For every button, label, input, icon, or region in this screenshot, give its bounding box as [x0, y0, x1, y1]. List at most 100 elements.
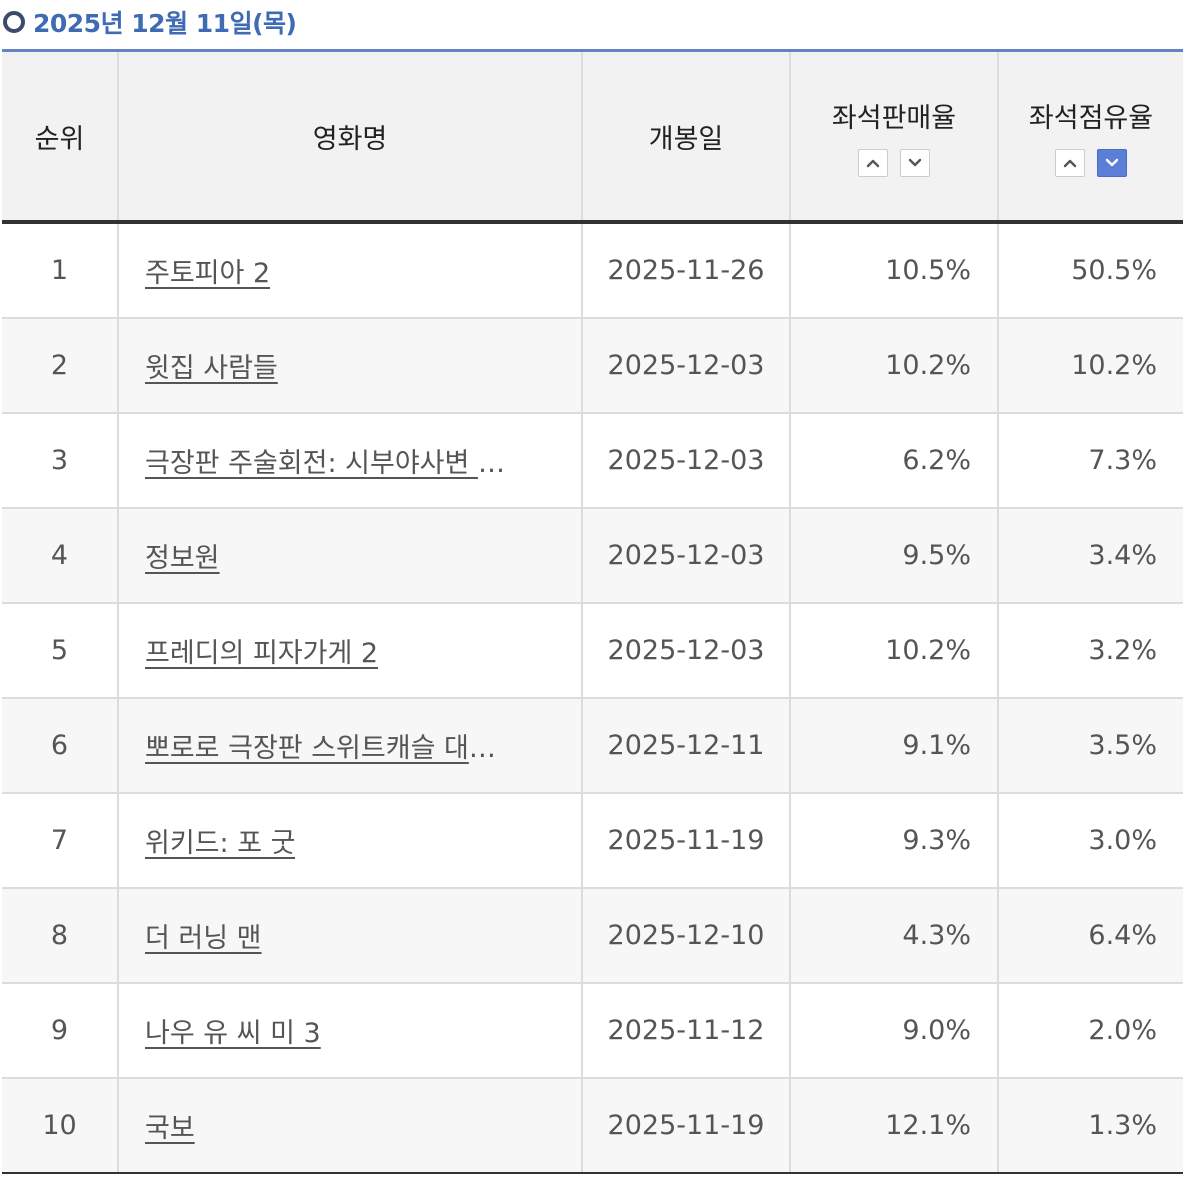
- date-title: 2025년 12월 11일(목): [33, 9, 297, 38]
- rank-cell-value: 3: [50, 445, 69, 476]
- rank-cell-value: 7: [50, 825, 69, 856]
- seat-share-cell-value: 2.0%: [1088, 1015, 1157, 1046]
- release-date-cell-value: 2025-12-03: [607, 635, 765, 666]
- seat-sales-cell-value: 9.5%: [902, 540, 971, 571]
- movie-title-link[interactable]: 국보: [145, 1113, 195, 1144]
- chevron-up-icon: [866, 159, 880, 167]
- seat-sales-cell: 9.5%: [789, 508, 998, 604]
- table-row: 4 정보원 2025-12-03 9.5% 3.4%: [2, 508, 1183, 604]
- chevron-down-icon: [908, 158, 922, 166]
- rank-cell: 7: [2, 793, 118, 889]
- table-row: 3 극장판 주술회전: 시부야사변 X… 2025-12-03 6.2% 7.3%: [2, 413, 1183, 509]
- movie-title-link[interactable]: 위키드: 포 굿: [145, 828, 296, 859]
- seat-share-cell: 50.5%: [997, 222, 1183, 319]
- col-header-title-label: 영화명: [312, 123, 388, 155]
- rank-cell-value: 8: [50, 920, 69, 951]
- seat-sales-cell: 9.3%: [789, 793, 998, 889]
- seat-sales-cell-value: 4.3%: [902, 920, 971, 951]
- col-header-release-label: 개봉일: [648, 123, 724, 155]
- table-row: 2 윗집 사람들 2025-12-03 10.2% 10.2%: [2, 318, 1183, 414]
- title-cell: 윗집 사람들: [117, 318, 582, 414]
- col-header-seat-sales-label: 좌석판매율: [831, 102, 957, 134]
- seat-share-cell: 6.4%: [997, 888, 1183, 984]
- movie-title-link[interactable]: 윗집 사람들: [145, 353, 278, 384]
- seat-share-sort-controls: [999, 148, 1183, 177]
- seat-sales-cell-value: 10.5%: [885, 255, 971, 286]
- table-top-border: [2, 49, 1183, 52]
- release-date-cell: 2025-11-19: [581, 793, 790, 889]
- rank-cell: 9: [2, 983, 118, 1079]
- boxoffice-table: 순위 영화명 개봉일 좌석판매율: [2, 52, 1183, 1174]
- seat-sales-cell: 10.2%: [789, 318, 998, 414]
- movie-title-link[interactable]: 프레디의 피자가게 2: [145, 638, 379, 669]
- col-header-title: 영화명: [117, 52, 582, 224]
- seat-sales-sort-desc-button[interactable]: [900, 148, 930, 177]
- seat-share-cell-value: 10.2%: [1071, 350, 1157, 381]
- col-header-rank-label: 순위: [34, 123, 85, 155]
- seat-sales-sort-asc-button[interactable]: [858, 148, 888, 177]
- title-cell: 위키드: 포 굿: [117, 793, 582, 889]
- release-date-cell-value: 2025-12-03: [607, 350, 765, 381]
- chevron-down-icon: [1105, 158, 1119, 166]
- title-cell: 국보: [117, 1078, 582, 1174]
- title-cell: 극장판 주술회전: 시부야사변 X…: [117, 413, 582, 509]
- table-row: 1 주토피아 2 2025-11-26 10.5% 50.5%: [2, 222, 1183, 319]
- rank-cell-value: 2: [50, 350, 69, 381]
- movie-title-link[interactable]: 극장판 주술회전: 시부야사변 X…: [145, 448, 515, 479]
- seat-share-cell: 3.4%: [997, 508, 1183, 604]
- rank-cell-value: 6: [50, 730, 69, 761]
- col-header-seat-sales: 좌석판매율: [789, 52, 998, 224]
- seat-share-cell-value: 3.5%: [1088, 730, 1157, 761]
- seat-sales-cell-value: 9.3%: [902, 825, 971, 856]
- rank-cell: 6: [2, 698, 118, 794]
- rank-cell-value: 9: [50, 1015, 69, 1046]
- seat-sales-cell-value: 12.1%: [885, 1110, 971, 1141]
- rank-cell: 10: [2, 1078, 118, 1174]
- release-date-cell-value: 2025-12-03: [607, 445, 765, 476]
- chevron-up-icon: [1063, 159, 1077, 167]
- seat-sales-cell: 9.1%: [789, 698, 998, 794]
- title-cell: 프레디의 피자가게 2: [117, 603, 582, 699]
- table-row: 10 국보 2025-11-19 12.1% 1.3%: [2, 1078, 1183, 1174]
- seat-sales-cell-value: 9.0%: [902, 1015, 971, 1046]
- table-header-row: 순위 영화명 개봉일 좌석판매율: [2, 52, 1183, 224]
- title-cell: 주토피아 2: [117, 222, 582, 319]
- seat-sales-cell-value: 9.1%: [902, 730, 971, 761]
- title-cell: 더 러닝 맨: [117, 888, 582, 984]
- release-date-cell-value: 2025-12-10: [607, 920, 765, 951]
- release-date-cell: 2025-12-03: [581, 413, 790, 509]
- seat-share-cell-value: 50.5%: [1071, 255, 1157, 286]
- seat-sales-sort-controls: [791, 148, 997, 177]
- rank-cell: 3: [2, 413, 118, 509]
- seat-sales-cell: 4.3%: [789, 888, 998, 984]
- seat-share-cell: 1.3%: [997, 1078, 1183, 1174]
- movie-title-link[interactable]: 나우 유 씨 미 3: [145, 1018, 321, 1049]
- col-header-seat-share-label: 좌석점유율: [1028, 102, 1154, 134]
- col-header-release: 개봉일: [581, 52, 790, 224]
- rank-cell: 1: [2, 222, 118, 319]
- movie-title-link[interactable]: 더 러닝 맨: [145, 923, 262, 954]
- release-date-cell-value: 2025-12-03: [607, 540, 765, 571]
- rank-cell-value: 1: [50, 255, 69, 286]
- date-header: 2025년 12월 11일(목): [0, 0, 1183, 44]
- seat-share-cell: 3.5%: [997, 698, 1183, 794]
- circle-bullet-icon: [3, 11, 25, 33]
- rank-cell-value: 5: [50, 635, 69, 666]
- release-date-cell: 2025-11-19: [581, 1078, 790, 1174]
- table-row: 9 나우 유 씨 미 3 2025-11-12 9.0% 2.0%: [2, 983, 1183, 1079]
- seat-share-sort-asc-button[interactable]: [1055, 148, 1085, 177]
- title-cell: 뽀로로 극장판 스위트캐슬 대모험: [117, 698, 582, 794]
- movie-title-link[interactable]: 뽀로로 극장판 스위트캐슬 대모험: [145, 733, 515, 764]
- seat-share-cell: 2.0%: [997, 983, 1183, 1079]
- rank-cell-value: 4: [50, 540, 69, 571]
- seat-share-cell-value: 3.0%: [1088, 825, 1157, 856]
- release-date-cell-value: 2025-12-11: [607, 730, 765, 761]
- seat-share-sort-desc-button[interactable]: [1097, 148, 1127, 177]
- seat-share-cell-value: 6.4%: [1088, 920, 1157, 951]
- movie-title-link[interactable]: 정보원: [145, 543, 220, 574]
- movie-title-link[interactable]: 주토피아 2: [145, 258, 271, 289]
- rank-cell: 4: [2, 508, 118, 604]
- release-date-cell: 2025-12-03: [581, 603, 790, 699]
- col-header-seat-share: 좌석점유율: [997, 52, 1183, 224]
